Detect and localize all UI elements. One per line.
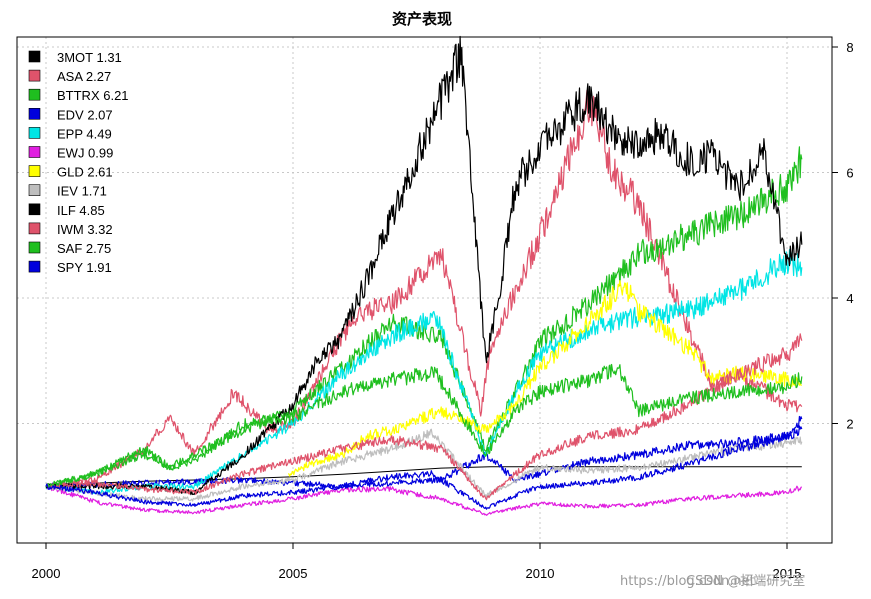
series-layer [45,35,803,516]
legend-label-spy: SPY 1.91 [57,260,112,275]
legend-label-asa: ASA 2.27 [57,69,111,84]
series-line-spy [45,425,803,510]
legend-swatch-asa [28,69,41,82]
legend-label-edv: EDV 2.07 [57,107,113,122]
watermark: CSDN @拓端研究室 [686,573,805,589]
legend-swatch-ilf [28,203,41,216]
legend-label-bttrx: BTTRX 6.21 [57,88,129,103]
legend-label-epp: EPP 4.49 [57,126,112,141]
legend-swatch-gld [28,165,41,177]
series-line-ilf [45,35,803,496]
legend-swatch-ewj [28,146,41,158]
legend-label-gld: GLD 2.61 [57,165,113,180]
series-line-iev [45,428,803,502]
series-line-ewj [45,484,803,516]
legend-label-ewj: EWJ 0.99 [57,146,113,161]
series-line-saf [45,363,803,489]
legend-label-iwm: IWM 3.32 [57,222,113,237]
y-tick-label: 6 [846,166,853,181]
legend-swatch-iwm [28,222,41,235]
legend-label-3mot: 3MOT 1.31 [57,50,122,65]
legend-label-iev: IEV 1.71 [57,184,107,199]
y-tick-label: 2 [846,417,853,432]
legend-label-ilf: ILF 4.85 [57,203,105,218]
legend-swatch-epp [28,127,41,139]
legend: 3MOT 1.31 ASA 2.27 BTTRX 6.21 EDV 2.07 EPP 4… [28,50,129,275]
legend-swatch-spy [28,260,41,273]
legend-swatch-saf [28,241,41,254]
series-line-epp [45,249,803,496]
legend-swatch-edv [28,108,41,120]
watermark-faint: https://blog.csdn.net [620,574,755,589]
y-tick-label: 4 [846,291,853,306]
legend-swatch-3mot [28,50,41,63]
series-line-iwm [45,333,803,501]
x-tick-label: 2015 [773,566,802,581]
legend-swatch-iev [28,184,41,196]
x-tick-label: 2005 [279,566,308,581]
legend-label-saf: SAF 2.75 [57,241,111,256]
y-tick-label: 8 [846,40,853,55]
series-line-gld [287,280,802,477]
plot-frame [16,36,833,544]
chart-title: 资产表现 [392,10,452,28]
series-line-3mot [45,466,802,487]
x-tick-label: 2010 [526,566,555,581]
legend-swatch-bttrx [28,88,41,101]
x-tick-label: 2000 [32,566,61,581]
x-axis: 2000 2005 2010 2015 [32,543,802,581]
grid [17,37,832,543]
y-axis: 2 4 6 8 [832,40,854,432]
